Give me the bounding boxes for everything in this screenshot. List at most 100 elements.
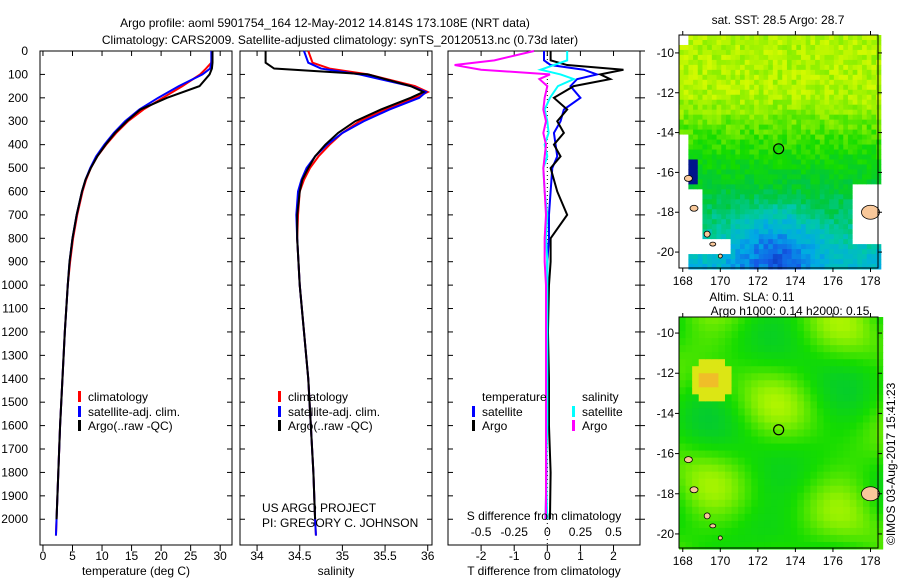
land-island [703,230,711,238]
y-tick-label: 600 [8,184,28,198]
land-island [709,241,717,247]
lat-tick-label: -12 [657,86,675,100]
difference-panel: -2 -1 0 1 2T difference from climatology -0.5… [447,50,645,578]
lat-tick-label: -14 [657,406,675,420]
lat-tick-label: -18 [657,205,675,219]
y-tick-label: 1900 [1,489,28,503]
x-tick-label: 25 [184,549,198,563]
legend-label: Argo(..raw -QC) [88,419,173,433]
legend-label-s-argo: Argo [582,419,608,433]
lon-tick-label: 168 [673,274,693,288]
lat-tick-label: -16 [657,165,675,179]
x-axis-label: T difference from climatology [467,564,621,578]
legend-swatch [472,406,475,417]
y-tick-label: 900 [8,255,28,269]
x2-tick-label: 0.5 [605,525,622,539]
land-island [717,535,723,541]
x-tick-label: 36 [421,549,435,563]
land-island [861,486,880,502]
series-line-clim [296,50,431,536]
argo-float-marker [773,424,785,436]
legend-swatch [78,420,81,431]
legend-swatch [78,391,81,402]
x2-tick-label: -0.5 [471,525,492,539]
y-tick-label: 100 [8,67,28,81]
imos-stamp: ©IMOS 03-Aug-2017 15:41:23 [884,382,898,545]
lon-tick-label: 178 [860,554,880,568]
y-tick-label: 1700 [1,442,28,456]
x-tick-label: 35.5 [373,549,397,563]
x2-tick-label: -0.25 [501,525,529,539]
lon-tick-label: 172 [748,274,768,288]
legend-label-s-title: salinity [582,390,619,404]
lon-tick-label: 174 [785,274,805,288]
y-tick-label: 400 [8,138,28,152]
title-line-1: Argo profile: aoml 5901754_164 12-May-20… [120,16,530,30]
legend-label: climatology [88,390,148,404]
lon-tick-label: 172 [748,554,768,568]
land-island [689,204,699,212]
legend-swatch [278,420,281,431]
map-title-line-2: Argo h1000: 0.14 h2000: 0.15 [711,304,870,318]
map-field [679,35,882,270]
legend-label: satellite-adj. clim. [88,405,180,419]
y-tick-label: 1500 [1,395,28,409]
x-tick-label: 15 [125,549,139,563]
lat-tick-label: -10 [657,46,675,60]
land-island [689,486,699,494]
argo-float-marker [773,143,785,155]
x-tick-label: 35 [336,549,350,563]
map-title-line-1: Altim. SLA: 0.11 [709,290,794,304]
series-line-sat [295,50,428,536]
lon-tick-label: 176 [823,274,843,288]
land-island [861,204,880,220]
sla-map: 168 170 172 174 176 178 -10 -12 -14 -16 -18 -20 Alti… [657,290,884,568]
y-tick-label: 1200 [1,325,28,339]
legend-label: Argo(..raw -QC) [288,419,373,433]
x-tick-label: 2 [610,549,617,563]
series-line-s-argo [454,50,551,520]
x-axis-label: temperature (deg C) [82,564,190,578]
x-tick-label: 34 [250,549,264,563]
map-frame [678,316,879,549]
land-island [703,512,711,520]
x-tick-label: 1 [577,549,584,563]
series-line-argo [55,51,214,520]
lon-tick-label: 168 [673,554,693,568]
series-line-clim [54,50,213,536]
difference-axes-box [447,50,641,546]
lon-tick-label: 170 [710,274,730,288]
legend-swatch [278,391,281,402]
x2-axis-label: S difference from climatology [467,509,622,523]
lon-tick-label: 176 [823,554,843,568]
temperature-axes-box [39,50,233,546]
x-axis-label: salinity [318,564,355,578]
legend-swatch [472,420,475,431]
salinity-axes-box [239,50,433,546]
lat-tick-label: -10 [657,326,675,340]
x-tick-label: -2 [476,549,487,563]
y-tick-label: 1100 [2,302,28,316]
lat-tick-label: -14 [657,126,675,140]
map-title: sat. SST: 28.5 Argo: 28.7 [712,13,845,27]
title-line-2: Climatology: CARS2009. Satellite-adjuste… [102,33,578,47]
legend-swatch [572,406,575,417]
x-tick-label: 0 [40,549,47,563]
project-credit: US ARGO PROJECT [262,501,377,515]
series-line-argo [264,51,426,520]
y-tick-label: 1400 [1,372,28,386]
x2-tick-label: 0 [544,525,551,539]
lat-tick-label: -20 [657,527,675,541]
x-tick-label: 0 [544,549,551,563]
legend-swatch [572,420,575,431]
y-tick-label: 700 [8,208,28,222]
lon-tick-label: 174 [785,554,805,568]
sst-map: 168 170 172 174 176 178 -10 -12 -14 -16 -18 -20 sat.… [657,13,882,288]
x-tick-label: 34.5 [288,549,312,563]
land-island [683,174,693,182]
legend-label-t-sat: satellite [482,405,523,419]
lat-tick-label: -20 [657,245,675,259]
x-tick-label: -1 [509,549,520,563]
y-tick-label: 0 [21,44,28,58]
